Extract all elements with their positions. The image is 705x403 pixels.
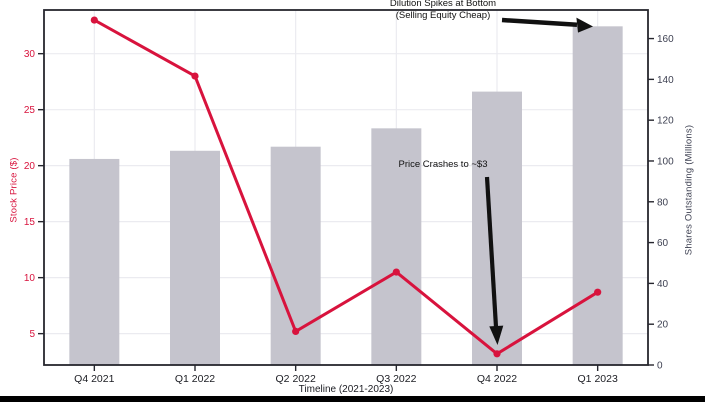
shares-bar — [572, 26, 623, 365]
shares-bar — [371, 128, 422, 365]
left-tick-label: 15 — [24, 217, 36, 228]
price-line — [92, 18, 600, 356]
price-point — [191, 72, 199, 80]
price-point — [392, 268, 400, 276]
annotation-dilution: Dilution Spikes at Bottom (Selling Equit… — [390, 0, 496, 21]
right-tick-label: 160 — [657, 34, 674, 45]
x-tick-label: Q3 2022 — [376, 373, 416, 385]
right-tick-label: 60 — [657, 238, 669, 249]
left-tick-label: 25 — [24, 105, 36, 116]
x-axis-title: Timeline (2021-2023) — [298, 384, 394, 395]
shares-bar — [170, 150, 220, 365]
bottom-border-bar — [0, 396, 705, 402]
x-tick-label: Q4 2021 — [74, 373, 114, 385]
dilution-arrow-shaft — [501, 17, 578, 28]
right-tick-label: 0 — [657, 361, 663, 372]
left-tick-label: 10 — [24, 273, 36, 284]
x-tick-label: Q2 2022 — [276, 373, 316, 385]
left-tick-label: 30 — [24, 49, 36, 60]
right-tick-label: 20 — [657, 320, 669, 331]
price-crash-arrow-shaft — [484, 176, 499, 328]
right-tick-label: 100 — [657, 156, 674, 167]
right-tick-label: 80 — [657, 197, 669, 208]
plot-border — [43, 9, 649, 366]
annotation-dilution-line1: Dilution Spikes at Bottom — [389, 0, 497, 9]
price-point — [493, 350, 501, 358]
dilution-arrow-head — [576, 17, 593, 33]
left-tick-label: 20 — [24, 161, 36, 172]
x-tick-label: Q4 2022 — [477, 373, 517, 385]
price-point — [292, 327, 300, 336]
annotation-dilution-line2: (Selling Equity Cheap) — [395, 9, 491, 21]
right-axis-title: Shares Outstanding (Millions) — [683, 124, 695, 256]
price-crash-arrow-head — [489, 325, 504, 345]
annotation-price-crash: Price Crashes to ~$3 — [398, 159, 488, 170]
right-tick-label: 120 — [657, 116, 674, 127]
x-tick-label: Q1 2023 — [578, 373, 618, 385]
left-tick-label: 5 — [29, 329, 35, 340]
right-tick-label: 40 — [657, 279, 669, 290]
price-point — [90, 16, 98, 24]
right-tick-label: 140 — [657, 75, 674, 86]
price-point — [594, 288, 602, 296]
shares-bar — [69, 158, 120, 365]
left-axis-title: Stock Price ($) — [8, 157, 20, 223]
x-tick-label: Q1 2022 — [175, 373, 215, 385]
